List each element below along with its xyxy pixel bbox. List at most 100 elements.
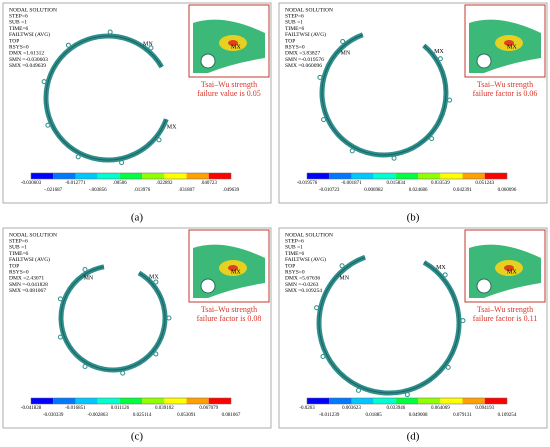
info-line: STEP=6 xyxy=(9,13,28,19)
legend-label: 0.033539 xyxy=(431,181,450,186)
legend-swatch xyxy=(418,398,441,404)
legend-swatch xyxy=(329,173,352,179)
legend-swatch xyxy=(395,398,419,404)
bracket-tab xyxy=(445,364,451,370)
annotation: failure factor is 0.08 xyxy=(197,314,262,323)
ring-edge xyxy=(321,34,447,156)
legend-swatch xyxy=(53,398,76,404)
legend-frame xyxy=(30,172,232,180)
annotation: failure value is 0.05 xyxy=(197,89,261,98)
legend-swatch xyxy=(484,398,507,404)
info-line: NODAL SOLUTION xyxy=(285,7,333,13)
info-line: TOP xyxy=(285,263,295,269)
info-line: STEP=6 xyxy=(285,238,304,244)
marker-label: MN xyxy=(84,276,94,282)
info-line: FAILTWSI (AVG) xyxy=(285,31,326,38)
legend-label: -0.012771 xyxy=(65,181,86,186)
legend-label: 0.079131 xyxy=(453,413,472,418)
inset-hole xyxy=(200,53,216,69)
bracket-tab xyxy=(120,370,126,376)
legend-label: 0.081067 xyxy=(222,413,241,418)
marker-label: MN xyxy=(339,275,349,281)
legend-swatch xyxy=(462,173,485,179)
annotation: Tsai–Wu strength xyxy=(201,305,257,314)
annotation: failure factor is 0.06 xyxy=(473,89,538,98)
info-line: RSYS=0 xyxy=(9,44,29,50)
legend-swatch xyxy=(440,173,463,179)
legend-swatch xyxy=(186,173,209,179)
info-line: TIME=6 xyxy=(285,26,305,32)
legend-swatch xyxy=(208,173,231,179)
marker-label: MN xyxy=(143,42,153,48)
info-line: SMX =0.081067 xyxy=(9,288,46,294)
bracket-tab xyxy=(153,351,159,357)
legend-label: .049639 xyxy=(223,188,240,193)
inset-marker: MX xyxy=(507,44,517,50)
legend-swatch xyxy=(53,173,76,179)
legend-swatch xyxy=(119,173,143,179)
info-line: SUB =1 xyxy=(285,245,303,251)
inset-hotspot-core xyxy=(504,265,514,271)
panel-label: (b) xyxy=(407,212,420,224)
info-line: SUB =1 xyxy=(285,20,303,26)
inset-hole xyxy=(200,278,216,294)
inset-marker: MX xyxy=(507,269,517,275)
legend-swatch xyxy=(373,173,396,179)
bracket-tab xyxy=(107,29,113,35)
legend-swatch xyxy=(186,398,209,404)
bracket-tab xyxy=(429,136,435,142)
bracket-tab xyxy=(447,97,453,103)
legend-label: -0.041828 xyxy=(21,406,42,411)
info-line: DMX =1.61312 xyxy=(9,51,44,57)
legend-swatch xyxy=(351,398,374,404)
legend-label: .013976 xyxy=(134,188,151,193)
annotation: Tsai–Wu strength xyxy=(201,80,257,89)
legend-label: 0.067079 xyxy=(199,406,218,411)
inset-hole xyxy=(476,278,492,294)
bracket-tab xyxy=(340,39,346,45)
bracket-tab xyxy=(442,272,448,278)
bracket-tab xyxy=(314,305,320,311)
info-line: SUB =1 xyxy=(9,245,27,251)
legend-label: -0.0263 xyxy=(299,406,315,411)
legend-label: 0.094193 xyxy=(475,406,494,411)
legend-label: -.003856 xyxy=(89,188,107,193)
legend-swatch xyxy=(329,398,352,404)
info-line: STEP=6 xyxy=(285,13,304,19)
legend-label: .022892 xyxy=(156,181,173,186)
info-line: TIME=6 xyxy=(9,26,29,32)
bracket-tab xyxy=(349,148,355,154)
ring-edge xyxy=(45,35,167,161)
legend-frame xyxy=(306,172,508,180)
legend-label: 0.025114 xyxy=(133,413,152,418)
legend-swatch xyxy=(97,173,120,179)
legend-swatch xyxy=(164,398,187,404)
info-line: RSYS=0 xyxy=(285,269,305,275)
legend-swatch xyxy=(418,173,441,179)
legend-label: 0.033946 xyxy=(387,406,406,411)
legend-swatch xyxy=(208,398,231,404)
legend-label: -0.011239 xyxy=(319,413,340,418)
info-line: TOP xyxy=(9,38,19,44)
panel-label: (d) xyxy=(407,431,420,443)
legend-label: -0.010723 xyxy=(319,188,340,193)
legend-swatch xyxy=(75,398,98,404)
bracket-tab xyxy=(82,363,88,369)
legend-frame xyxy=(306,397,508,405)
marker-label: MX xyxy=(167,124,177,130)
legend-frame xyxy=(30,397,232,405)
annotation: Tsai–Wu strength xyxy=(477,305,533,314)
legend-label: -.021687 xyxy=(44,188,62,193)
legend-label: 0.024686 xyxy=(409,188,428,193)
inset-hotspot-core xyxy=(228,265,238,271)
legend-label: -0.001871 xyxy=(341,181,362,186)
info-line: SMN =-0.019576 xyxy=(285,57,324,63)
legend-label: 0.003623 xyxy=(342,406,361,411)
annotation: Tsai–Wu strength xyxy=(477,80,533,89)
info-line: RSYS=0 xyxy=(285,44,305,50)
info-line: SUB =1 xyxy=(9,20,27,26)
